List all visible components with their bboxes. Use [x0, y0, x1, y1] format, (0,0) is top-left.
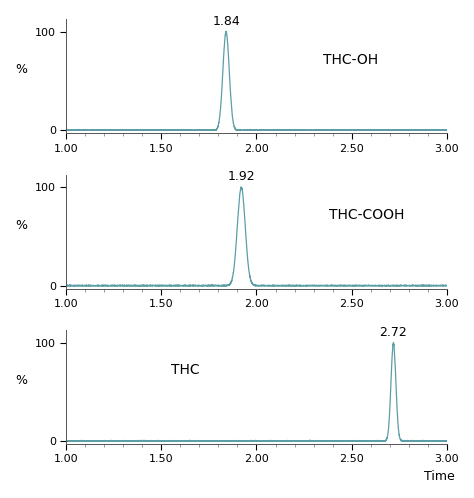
- Text: 1.84: 1.84: [212, 15, 240, 28]
- Text: 2.72: 2.72: [380, 326, 407, 339]
- Text: 1.92: 1.92: [228, 170, 255, 183]
- Y-axis label: %: %: [15, 219, 27, 232]
- X-axis label: Time: Time: [424, 470, 454, 483]
- Text: THC-OH: THC-OH: [323, 53, 378, 67]
- Y-axis label: %: %: [15, 63, 27, 76]
- Text: THC: THC: [171, 364, 200, 377]
- Y-axis label: %: %: [15, 374, 27, 387]
- Text: THC-COOH: THC-COOH: [329, 208, 404, 222]
